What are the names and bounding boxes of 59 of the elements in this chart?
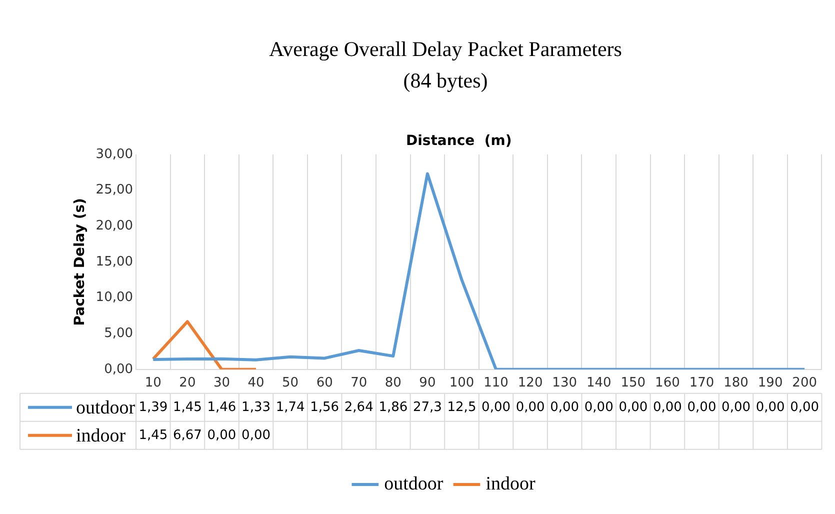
data-label: 1,46 [207, 400, 236, 415]
x-tick-label: 110 [484, 376, 508, 391]
text: indoor [486, 473, 536, 494]
data-label: 0,00 [756, 400, 785, 415]
y-tick-label: 15,00 [96, 254, 134, 270]
x-tick-label: 160 [655, 376, 680, 391]
x-tick-label: 190 [758, 376, 783, 391]
y-tick-label: 20,00 [96, 218, 134, 234]
data-label: 1,74 [276, 400, 305, 415]
x-tick-label: 180 [724, 376, 748, 391]
x-tick-label: 90 [419, 376, 436, 391]
x-tick-label: 60 [316, 376, 333, 391]
x-axis-title: Distance (m) [406, 133, 512, 150]
data-label: 0,00 [722, 400, 750, 415]
data-label: 0,00 [652, 400, 682, 415]
x-tick-label: 20 [179, 376, 196, 391]
data-label: 6,67 [172, 428, 202, 443]
data-label: 2,64 [344, 400, 374, 415]
data-label: 0,00 [584, 400, 614, 415]
x-tick-label: 150 [620, 376, 646, 391]
data-label: 0,00 [550, 400, 580, 415]
data-label: 12,5 [447, 400, 476, 415]
data-label: 0,00 [790, 400, 820, 415]
y-tick-label: 25,00 [96, 182, 134, 198]
data-label: 0,00 [516, 400, 545, 415]
x-tick-label: 80 [384, 376, 402, 391]
data-label: 0,00 [242, 428, 270, 443]
y-axis-title: Packet Delay (s) [72, 198, 88, 326]
x-tick-label: 170 [689, 376, 714, 391]
y-tick-label: 0,00 [104, 362, 134, 377]
data-label: 1,86 [378, 400, 408, 415]
x-tick-label: 130 [552, 376, 578, 391]
x-tick-label: 100 [449, 376, 474, 391]
x-tick-label: 70 [350, 376, 368, 391]
x-tick-label: 140 [586, 376, 612, 391]
y-tick-label: 5,00 [104, 326, 134, 341]
x-tick-label: 200 [792, 376, 818, 391]
data-label: 1,39 [138, 400, 168, 415]
chart-title: Average Overall Delay Packet Parameters [269, 37, 622, 62]
data-label: 1,33 [242, 400, 270, 415]
chart-subtitle: (84 bytes) [403, 68, 488, 92]
y-tick-label: 30,00 [96, 146, 134, 162]
y-tick-label: 10,00 [96, 290, 134, 306]
legend-label: indoor [76, 425, 126, 446]
x-tick-label: 50 [282, 376, 299, 391]
data-label: 1,56 [310, 400, 340, 415]
data-label: 0,00 [207, 428, 236, 443]
data-label: 1,45 [138, 428, 168, 443]
data-label: 27,3 [412, 400, 442, 415]
x-tick-label: 30 [213, 376, 230, 391]
x-tick-label: 40 [248, 376, 264, 391]
text: outdoor [384, 473, 444, 494]
data-label: 0,00 [482, 400, 510, 415]
data-label: 1,45 [172, 400, 202, 415]
x-tick-label: 10 [144, 376, 162, 391]
x-tick-label: 120 [518, 376, 543, 391]
legend-label: outdoor [76, 397, 136, 418]
data-label: 0,00 [687, 400, 716, 415]
data-label: 0,00 [618, 400, 648, 415]
